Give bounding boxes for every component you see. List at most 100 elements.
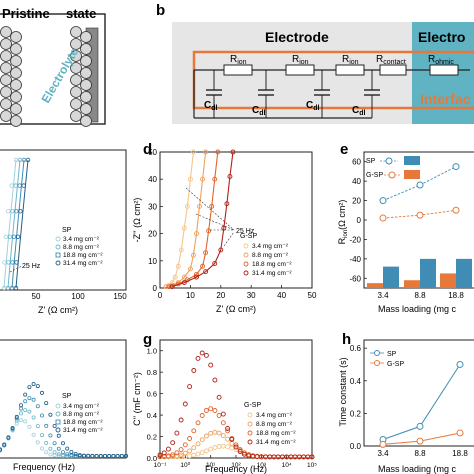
panel-d-point [187, 176, 193, 182]
panel-f-point [44, 401, 49, 406]
panel-f-legend-item-3: 18.8 mg cm⁻² [63, 419, 103, 426]
panel-h-xtick-label: 18.8 [452, 449, 468, 458]
panel-g-point [191, 452, 197, 458]
capacitor-dl-4: Cdl [352, 70, 380, 118]
panel-f-point [40, 446, 45, 451]
panel-c-legend-item-4: 31.4 mg cm⁻² [63, 260, 103, 267]
panel-e-ytick-label: 40 [352, 177, 361, 186]
panel-f-point [23, 419, 28, 424]
panel-d-frame [159, 151, 313, 289]
panel-g-point [191, 445, 197, 451]
panel-c-point [13, 157, 19, 163]
capacitor-dl-3-label: Cdl [306, 100, 320, 112]
panel-g-point [161, 450, 167, 456]
panel-g-point [182, 442, 188, 448]
panel-h-ytick-label: 0.6 [350, 344, 362, 353]
interface-cut-label: Interfac [420, 91, 471, 107]
panel-d-series-line [165, 151, 207, 288]
panel-d-point [230, 149, 236, 155]
panel-g-point [233, 442, 239, 448]
panel-c-legend-marker-3 [55, 252, 61, 258]
panel-f-point [48, 452, 53, 457]
particle [10, 67, 22, 79]
panel-c-legend-marker-4 [55, 260, 61, 266]
panel-g-point [182, 450, 188, 456]
panel-f-legend-marker-2 [55, 411, 61, 417]
panel-d-point [209, 203, 215, 209]
panel-g-legend-marker-1 [247, 412, 253, 418]
panel-g-legend-marker-2 [247, 421, 253, 427]
panel-f-point [65, 446, 70, 451]
panel-a-state-label: state [66, 6, 96, 21]
panel-g-legend: G-SP 3.4 mg cm⁻² 8.8 mg cm⁻² 18.8 mg cm⁻… [244, 402, 296, 446]
panel-e-legend-sp-marker [385, 157, 393, 165]
panel-f-point [14, 418, 19, 423]
panel-g-point [195, 441, 201, 447]
panel-d-point [203, 149, 209, 155]
panel-a: Pristine state Electrolyte [0, 6, 106, 127]
panel-d-legend-marker-2 [243, 252, 249, 258]
panel-e-ytick-label: 60 [352, 158, 361, 167]
particle [10, 43, 22, 55]
panel-g-point [199, 450, 205, 456]
panel-g-legend-item-2: 8.8 mg cm⁻² [256, 421, 293, 428]
panel-c-xtick-1: 50 [32, 292, 41, 301]
panel-f-point [56, 452, 61, 457]
panel-h-ticks: 0.0 0.2 0.4 0.6 3.4 8.8 18.8 [350, 344, 468, 458]
panel-d-ytick-label: 20 [148, 230, 157, 239]
panel-e-bar [420, 258, 436, 288]
panel-g-ytick-label: 0.8 [147, 368, 157, 377]
particle [80, 91, 92, 103]
panel-g-ytick-label: 0.2 [147, 433, 157, 442]
resistor-contact: Rcontact [376, 54, 407, 76]
panel-d-ylabel: -Z'' (Ω cm²) [132, 198, 142, 243]
panel-g-point [165, 446, 171, 452]
panel-c: SP 3.4 mg cm⁻² 8.8 mg cm⁻² 18.8 mg cm⁻² … [0, 149, 127, 315]
panel-e-xtick-label: 8.8 [414, 291, 426, 300]
panel-f-point [52, 423, 57, 428]
panel-f-point [48, 446, 53, 451]
panel-c-point [10, 208, 15, 214]
panel-c-point [10, 260, 15, 265]
panel-d-point [227, 174, 233, 179]
panel-d-point [163, 284, 169, 290]
particle [10, 31, 22, 43]
panel-f-point [40, 433, 45, 438]
panel-f-point [77, 453, 82, 458]
panel-d-xtick-label: 10 [186, 291, 195, 300]
panel-f-point [119, 453, 124, 458]
panel-c-point [13, 183, 18, 188]
panel-f-point [65, 452, 70, 457]
panel-f-xlabel: Frequency (Hz) [13, 462, 75, 472]
panel-f-point [56, 433, 61, 438]
panel-g-xlabel: Frequency (Hz) [205, 464, 267, 474]
panel-f-point [48, 433, 53, 438]
particle [80, 31, 92, 43]
panel-f-point [31, 415, 36, 420]
panel-d-xtick-label: 30 [247, 291, 256, 300]
panel-f-point [31, 432, 36, 437]
panel-f-point [82, 453, 87, 458]
electrode-cut-label: Electro [418, 29, 465, 45]
panel-d-ytick-label: 40 [148, 175, 157, 184]
particle [70, 50, 82, 62]
panel-d-xtick-label: 50 [308, 291, 317, 300]
panel-g-point [220, 420, 226, 426]
panel-g-point [203, 408, 209, 413]
resistor-ion-2-label: Rion [292, 54, 309, 66]
panel-f-point [69, 449, 74, 454]
panel-f-point [90, 453, 95, 458]
panel-e-bar [440, 273, 456, 288]
resistor-ion-3: Rion [335, 54, 365, 76]
panel-f-point [107, 453, 112, 458]
particle [70, 110, 82, 122]
panel-g-xtick-label: 10¹ [206, 462, 216, 469]
capacitor-dl-1-label: Cdl [204, 100, 218, 112]
panel-d-point [224, 201, 230, 207]
panel-g-xtick-label: 10³ [257, 462, 267, 469]
panel-d-legend-marker-4 [243, 270, 249, 276]
panel-g-point [225, 428, 231, 434]
panel-d-legend-item-3: 18.8 mg cm⁻² [252, 261, 292, 268]
panel-g-ytick-label: 0.6 [147, 390, 157, 399]
resistor-ion-2: Rion [285, 54, 315, 76]
